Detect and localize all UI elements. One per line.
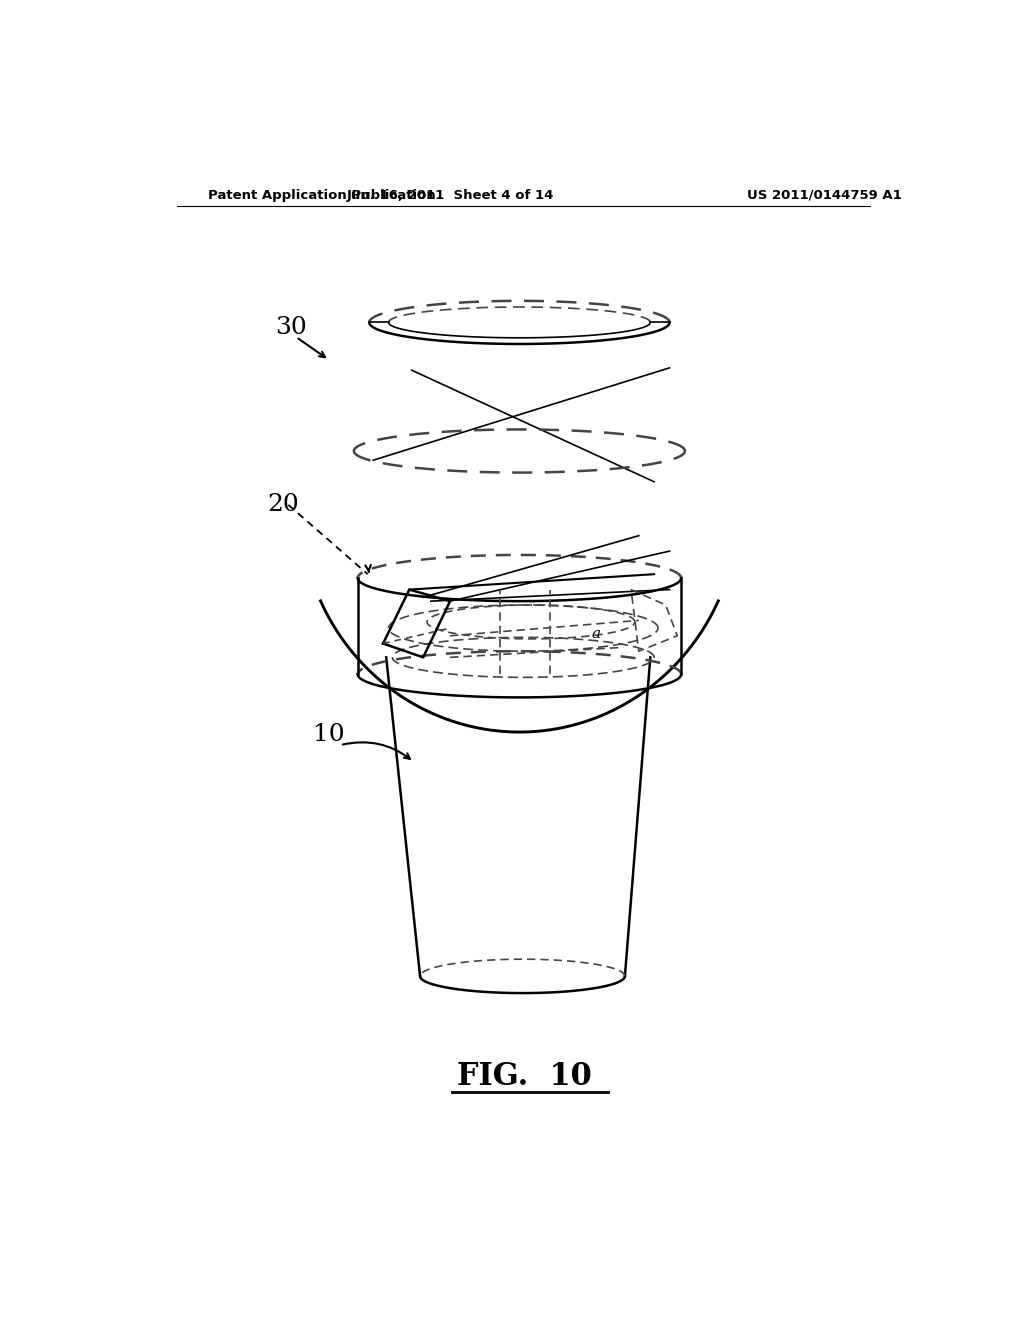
Text: 10: 10 bbox=[313, 723, 345, 746]
Text: Patent Application Publication: Patent Application Publication bbox=[208, 189, 435, 202]
Text: 30: 30 bbox=[275, 317, 307, 339]
Text: Jun. 16, 2011  Sheet 4 of 14: Jun. 16, 2011 Sheet 4 of 14 bbox=[346, 189, 554, 202]
Text: US 2011/0144759 A1: US 2011/0144759 A1 bbox=[746, 189, 901, 202]
Text: FIG.  10: FIG. 10 bbox=[458, 1061, 592, 1092]
Text: a: a bbox=[591, 627, 600, 642]
Text: 20: 20 bbox=[267, 494, 299, 516]
